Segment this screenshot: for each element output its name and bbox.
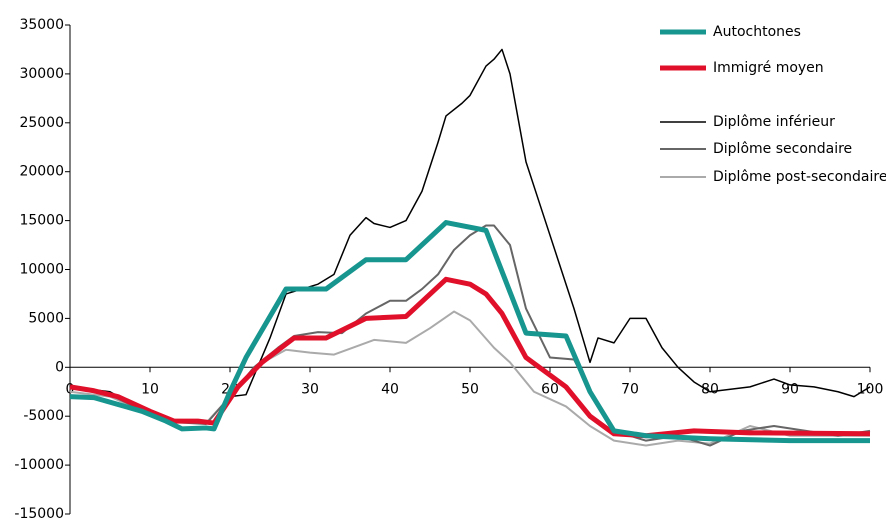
y-tick-label: 20000 xyxy=(19,164,64,180)
x-tick-label: 50 xyxy=(461,381,479,397)
x-tick-label: 30 xyxy=(301,381,319,397)
y-tick-label: -5000 xyxy=(23,408,64,424)
y-tick-label: 25000 xyxy=(19,115,64,131)
y-tick-label: 35000 xyxy=(19,17,64,33)
series-line xyxy=(69,310,870,447)
legend-label: Immigré moyen xyxy=(713,60,824,76)
y-tick-label: 10000 xyxy=(19,262,64,278)
x-tick-label: 100 xyxy=(857,381,884,397)
legend-label: Diplôme post-secondaire xyxy=(713,169,886,185)
legend-label: Autochtones xyxy=(713,24,801,40)
x-tick-label: 70 xyxy=(621,381,639,397)
x-tick-label: 80 xyxy=(701,381,719,397)
series-line xyxy=(69,224,871,447)
y-tick-label: -15000 xyxy=(14,506,64,521)
series-line xyxy=(69,276,871,439)
y-tick-label: 5000 xyxy=(28,310,64,326)
x-tick-label: 10 xyxy=(141,381,159,397)
legend-label: Diplôme inférieur xyxy=(713,114,835,130)
legend-label: Diplôme secondaire xyxy=(713,141,852,157)
y-tick-label: 0 xyxy=(55,359,64,375)
y-tick-label: 30000 xyxy=(19,66,64,82)
x-tick-label: 40 xyxy=(381,381,399,397)
x-tick-label: 60 xyxy=(541,381,559,397)
y-tick-label: 15000 xyxy=(19,213,64,229)
x-tick-label: 90 xyxy=(781,381,799,397)
y-tick-label: -10000 xyxy=(14,457,64,473)
series-line xyxy=(69,220,870,444)
series-line xyxy=(69,48,871,423)
